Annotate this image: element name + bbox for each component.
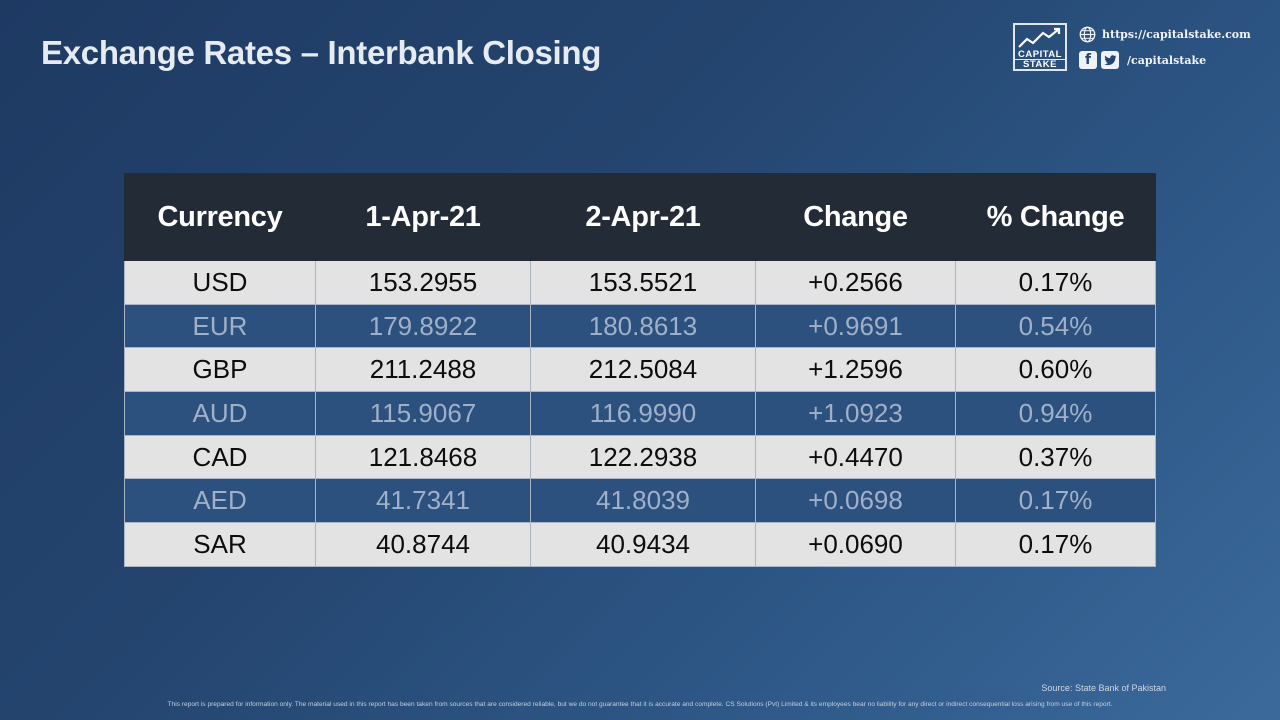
globe-icon bbox=[1079, 26, 1096, 43]
cell-rate-2: 212.5084 bbox=[530, 347, 756, 393]
cell-rate-1: 40.8744 bbox=[315, 522, 531, 567]
cell-rate-1: 179.8922 bbox=[315, 303, 531, 349]
logo-text-stake: STAKE bbox=[1015, 59, 1065, 70]
cell-rate-2: 116.9990 bbox=[530, 391, 756, 436]
table-row: CAD 121.8468 122.2938 +0.4470 0.37% bbox=[124, 434, 1156, 480]
cell-rate-2: 180.8613 bbox=[530, 303, 756, 349]
source-note: Source: State Bank of Pakistan bbox=[1041, 683, 1166, 693]
cell-rate-2: 122.2938 bbox=[530, 434, 756, 480]
table-row: AUD 115.9067 116.9990 +1.0923 0.94% bbox=[124, 391, 1156, 436]
brand-block: CAPITAL STAKE https://capitalstake.com f… bbox=[1013, 23, 1268, 75]
page-title: Exchange Rates – Interbank Closing bbox=[41, 34, 602, 71]
cell-pct-change: 0.37% bbox=[955, 434, 1156, 480]
cell-rate-1: 153.2955 bbox=[315, 260, 531, 305]
cell-change: +0.4470 bbox=[755, 434, 956, 480]
cell-pct-change: 0.54% bbox=[955, 303, 1156, 349]
table-header: Currency 1-Apr-21 2-Apr-21 Change % Chan… bbox=[124, 173, 1156, 261]
cell-currency: SAR bbox=[124, 522, 316, 567]
cell-currency: CAD bbox=[124, 434, 316, 480]
cell-rate-1: 115.9067 bbox=[315, 391, 531, 436]
cell-change: +1.2596 bbox=[755, 347, 956, 393]
cell-currency: AED bbox=[124, 478, 316, 524]
cell-currency: EUR bbox=[124, 303, 316, 349]
cell-change: +0.0698 bbox=[755, 478, 956, 524]
cell-currency: AUD bbox=[124, 391, 316, 436]
header-pct-change: % Change bbox=[955, 173, 1156, 261]
table-row: SAR 40.8744 40.9434 +0.0690 0.17% bbox=[124, 522, 1156, 567]
cell-rate-1: 41.7341 bbox=[315, 478, 531, 524]
disclaimer-text: This report is prepared for information … bbox=[167, 701, 1113, 708]
table-row: USD 153.2955 153.5521 +0.2566 0.17% bbox=[124, 260, 1156, 305]
cell-change: +0.0690 bbox=[755, 522, 956, 567]
cell-rate-2: 41.8039 bbox=[530, 478, 756, 524]
facebook-icon[interactable]: f bbox=[1079, 51, 1097, 69]
cell-pct-change: 0.94% bbox=[955, 391, 1156, 436]
header-currency: Currency bbox=[124, 173, 316, 261]
social-handle[interactable]: /capitalstake bbox=[1127, 53, 1207, 67]
chart-arrow-icon bbox=[1018, 27, 1061, 48]
cell-currency: GBP bbox=[124, 347, 316, 393]
cell-currency: USD bbox=[124, 260, 316, 305]
website-link[interactable]: https://capitalstake.com bbox=[1102, 28, 1251, 41]
header-date-1: 1-Apr-21 bbox=[315, 173, 531, 261]
cell-rate-1: 211.2488 bbox=[315, 347, 531, 393]
website-row[interactable]: https://capitalstake.com bbox=[1079, 26, 1251, 43]
cell-pct-change: 0.17% bbox=[955, 522, 1156, 567]
header-row: Currency 1-Apr-21 2-Apr-21 Change % Chan… bbox=[124, 173, 1156, 261]
cell-pct-change: 0.17% bbox=[955, 478, 1156, 524]
social-row: f /capitalstake bbox=[1079, 51, 1206, 69]
cell-rate-2: 153.5521 bbox=[530, 260, 756, 305]
logo-text-capital: CAPITAL bbox=[1018, 49, 1062, 60]
cell-rate-1: 121.8468 bbox=[315, 434, 531, 480]
header-change: Change bbox=[755, 173, 956, 261]
table-row: GBP 211.2488 212.5084 +1.2596 0.60% bbox=[124, 347, 1156, 393]
table-row: EUR 179.8922 180.8613 +0.9691 0.54% bbox=[124, 303, 1156, 349]
cell-change: +0.2566 bbox=[755, 260, 956, 305]
twitter-icon[interactable] bbox=[1101, 51, 1119, 69]
cell-pct-change: 0.60% bbox=[955, 347, 1156, 393]
capital-stake-logo[interactable]: CAPITAL STAKE bbox=[1013, 23, 1067, 71]
cell-change: +0.9691 bbox=[755, 303, 956, 349]
table-body: USD 153.2955 153.5521 +0.2566 0.17% EUR … bbox=[124, 260, 1156, 567]
exchange-rate-table: Currency 1-Apr-21 2-Apr-21 Change % Chan… bbox=[124, 173, 1156, 567]
header-date-2: 2-Apr-21 bbox=[530, 173, 756, 261]
cell-pct-change: 0.17% bbox=[955, 260, 1156, 305]
cell-change: +1.0923 bbox=[755, 391, 956, 436]
cell-rate-2: 40.9434 bbox=[530, 522, 756, 567]
table-row: AED 41.7341 41.8039 +0.0698 0.17% bbox=[124, 478, 1156, 524]
